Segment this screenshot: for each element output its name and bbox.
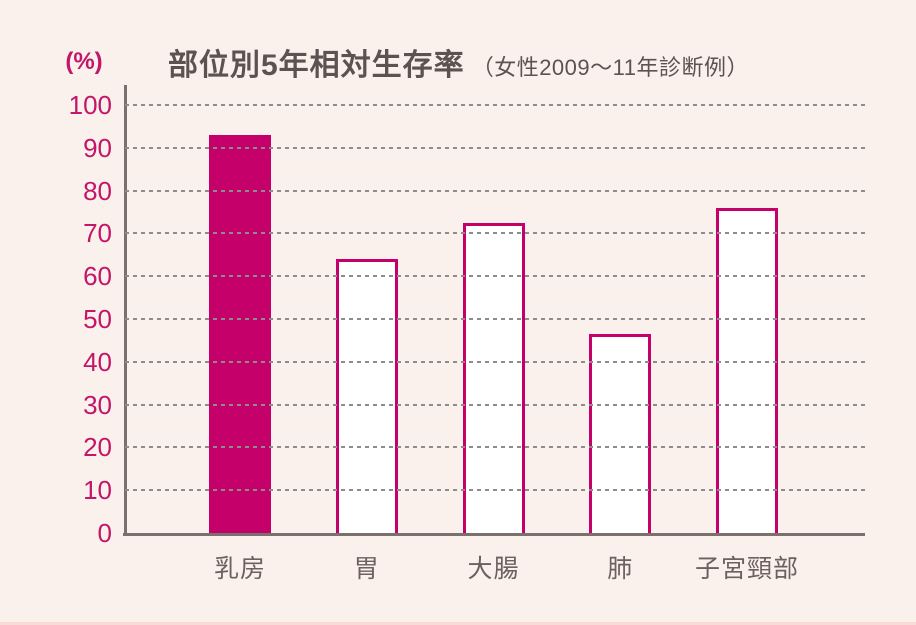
gridline-100 bbox=[125, 104, 865, 106]
y-tick-label-40: 40 bbox=[83, 346, 112, 377]
y-tick-label-70: 70 bbox=[83, 218, 112, 249]
chart-title: 部位別5年相対生存率 （女性2009〜11年診断例） bbox=[168, 40, 749, 84]
y-tick-label-100: 100 bbox=[68, 90, 112, 120]
y-tick-label-60: 60 bbox=[83, 261, 112, 292]
y-tick-label-90: 90 bbox=[83, 132, 112, 163]
chart-bar-breast bbox=[209, 134, 271, 533]
gridline-30 bbox=[125, 403, 865, 406]
chart-bar-colon bbox=[462, 222, 525, 533]
x-axis-line bbox=[123, 533, 865, 536]
gridline-60 bbox=[125, 275, 865, 278]
y-tick-label-0: 0 bbox=[97, 518, 112, 548]
gridline-20 bbox=[125, 446, 865, 449]
x-category-label-cervix: 子宮頸部 bbox=[694, 555, 799, 583]
x-category-label-stomach: 胃 bbox=[353, 555, 380, 583]
chart-bar-stomach bbox=[335, 259, 398, 533]
gridline-80 bbox=[125, 189, 865, 192]
y-tick-label-80: 80 bbox=[83, 175, 112, 206]
gridline-50 bbox=[125, 318, 865, 320]
y-axis-line bbox=[124, 85, 127, 534]
chart-bar-lung bbox=[589, 333, 652, 533]
y-tick-label-20: 20 bbox=[83, 432, 112, 463]
gridline-10 bbox=[125, 489, 865, 492]
y-tick-label-30: 30 bbox=[83, 389, 112, 420]
bottom-border-strip bbox=[0, 622, 916, 625]
gridline-70 bbox=[125, 232, 865, 235]
chart-title-note: （女性2009〜11年診断例） bbox=[471, 55, 749, 80]
chart-title-text: 部位別5年相対生存率 bbox=[168, 49, 465, 82]
chart-bar-cervix bbox=[716, 207, 778, 533]
gridline-40 bbox=[125, 360, 865, 363]
x-category-label-breast: 乳房 bbox=[213, 555, 266, 583]
gridline-90 bbox=[125, 146, 865, 149]
y-axis-unit-label: (%) bbox=[65, 48, 103, 75]
y-tick-label-50: 50 bbox=[83, 304, 112, 334]
x-category-label-colon: 大腸 bbox=[467, 555, 520, 583]
y-tick-label-10: 10 bbox=[83, 475, 112, 506]
x-category-label-lung: 肺 bbox=[607, 555, 634, 583]
